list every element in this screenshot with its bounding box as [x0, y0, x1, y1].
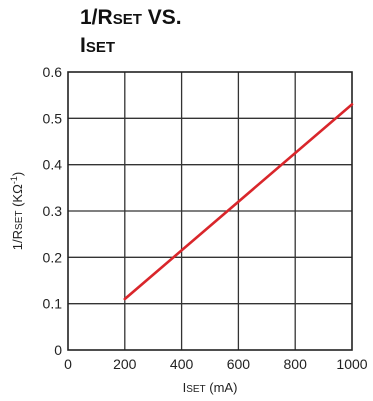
x-tick-label: 200 — [113, 356, 137, 372]
y-axis-label: 1/RSET (KΩ-1) — [9, 172, 25, 250]
x-tick-label: 0 — [64, 356, 72, 372]
x-tick-label: 1000 — [336, 356, 367, 372]
y-tick-label: 0.6 — [43, 64, 63, 80]
y-tick-label: 0.5 — [43, 110, 63, 126]
grid-lines — [68, 72, 352, 350]
chart-title-line-1: 1/RSET VS. — [80, 6, 182, 29]
series-layer — [123, 103, 354, 301]
x-axis-label: ISET (mA) — [183, 380, 238, 395]
y-tick-label: 0.1 — [43, 296, 63, 312]
x-tick-label: 400 — [170, 356, 194, 372]
plot-frame — [67, 71, 353, 351]
y-tick-label: 0 — [54, 342, 62, 358]
chart-title-line-2: ISET — [80, 34, 116, 57]
y-tick-labels: 0 0.1 0.2 0.3 0.4 0.5 0.6 — [43, 64, 63, 358]
series-line — [123, 103, 354, 301]
y-tick-label: 0.2 — [43, 249, 63, 265]
x-tick-label: 800 — [284, 356, 308, 372]
y-tick-label: 0.3 — [43, 203, 63, 219]
x-tick-labels: 0 200 400 600 800 1000 — [64, 356, 368, 372]
y-tick-label: 0.4 — [43, 157, 63, 173]
chart-title: 1/RSET VS. ISET — [80, 5, 182, 61]
x-tick-label: 600 — [227, 356, 251, 372]
